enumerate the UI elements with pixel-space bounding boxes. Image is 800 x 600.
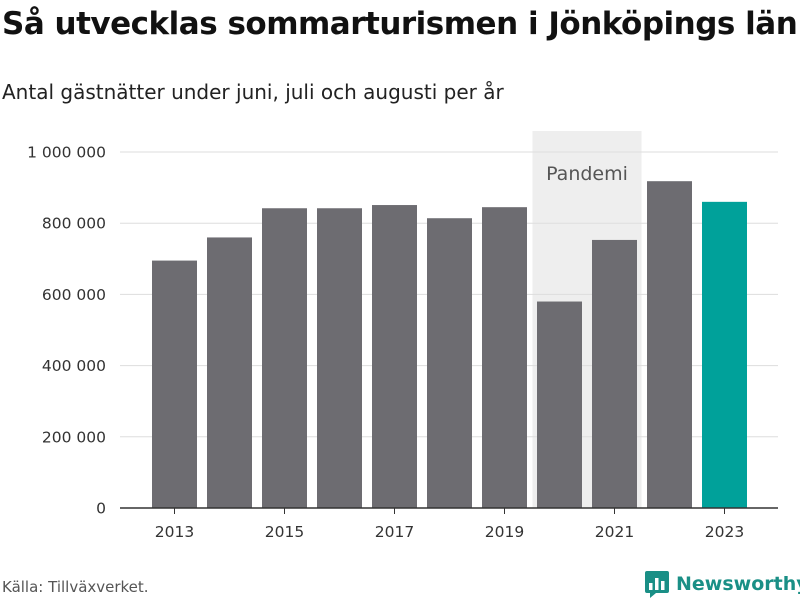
bar-2019	[482, 207, 527, 508]
y-tick-label: 800 000	[42, 215, 106, 233]
chart-title: Så utvecklas sommarturismen i Jönköpings…	[2, 6, 798, 42]
bar-2017	[372, 205, 417, 508]
brand-name: Newsworthy	[676, 573, 800, 595]
bar-2021	[592, 239, 637, 508]
y-tick-label: 600 000	[42, 286, 106, 304]
y-tick-label: 0	[96, 500, 106, 518]
x-tick-label: 2019	[485, 523, 524, 541]
bar-2018	[427, 218, 472, 508]
newsworthy-logo-icon	[645, 571, 669, 598]
chart-subtitle: Antal gästnätter under juni, juli och au…	[2, 80, 504, 104]
x-tick-label: 2015	[265, 523, 304, 541]
source-note: Källa: Tillväxverket.	[2, 578, 149, 596]
pandemic-label: Pandemi	[546, 163, 628, 185]
x-tick-label: 2013	[155, 523, 194, 541]
bar-2020	[537, 301, 582, 508]
bar-2015	[262, 208, 307, 509]
bar-2014	[207, 237, 252, 508]
brand-logo: Newsworthy	[644, 569, 800, 599]
bar-2016	[317, 208, 362, 509]
x-tick-label: 2023	[705, 523, 744, 541]
x-tick-label: 2021	[595, 523, 634, 541]
y-tick-label: 1 000 000	[27, 144, 106, 162]
bar-2013	[152, 260, 197, 508]
x-tick-label: 2017	[375, 523, 414, 541]
y-tick-label: 400 000	[42, 357, 106, 375]
bar-highlight-2023	[702, 201, 747, 508]
y-tick-label: 200 000	[42, 428, 106, 446]
bar-2022	[647, 181, 692, 508]
